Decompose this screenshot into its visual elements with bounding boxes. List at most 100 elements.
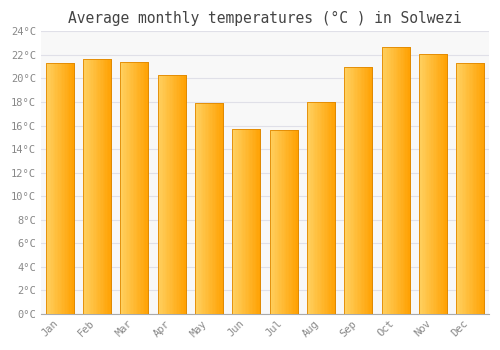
Bar [270,130,297,314]
Bar [83,58,111,314]
Bar [47,63,48,314]
Bar [404,47,406,314]
Bar [183,75,184,314]
Bar [160,75,162,314]
Bar [432,54,433,314]
Bar [476,63,477,314]
Bar [222,103,223,314]
Bar [86,58,87,314]
Bar [126,62,128,314]
Bar [146,62,147,314]
Bar [158,75,186,314]
Bar [232,129,234,314]
Bar [397,47,398,314]
Bar [142,62,144,314]
Bar [110,58,111,314]
Bar [140,62,141,314]
Bar [198,103,199,314]
Bar [276,130,278,314]
Bar [70,63,71,314]
Bar [440,54,442,314]
Bar [124,62,126,314]
Bar [170,75,172,314]
Bar [282,130,284,314]
Bar [311,102,312,314]
Bar [446,54,447,314]
Bar [138,62,140,314]
Bar [56,63,57,314]
Bar [356,67,357,314]
Bar [248,129,249,314]
Bar [101,58,102,314]
Bar [52,63,54,314]
Bar [316,102,318,314]
Bar [482,63,483,314]
Bar [420,54,422,314]
Bar [402,47,404,314]
Bar [424,54,426,314]
Bar [406,47,407,314]
Bar [206,103,208,314]
Bar [408,47,410,314]
Bar [60,63,61,314]
Bar [216,103,218,314]
Bar [136,62,137,314]
Bar [234,129,235,314]
Bar [382,47,409,314]
Bar [456,63,458,314]
Bar [176,75,177,314]
Bar [275,130,276,314]
Bar [163,75,164,314]
Bar [100,58,101,314]
Bar [182,75,183,314]
Bar [92,58,93,314]
Bar [393,47,394,314]
Bar [245,129,246,314]
Bar [94,58,96,314]
Bar [456,63,484,314]
Bar [180,75,182,314]
Bar [328,102,330,314]
Bar [459,63,460,314]
Bar [419,54,447,314]
Bar [220,103,222,314]
Bar [310,102,311,314]
Bar [66,63,68,314]
Bar [137,62,138,314]
Bar [204,103,206,314]
Bar [362,67,364,314]
Bar [407,47,408,314]
Bar [352,67,354,314]
Bar [477,63,478,314]
Bar [364,67,365,314]
Bar [68,63,70,314]
Bar [254,129,256,314]
Bar [438,54,440,314]
Bar [307,102,335,314]
Bar [400,47,401,314]
Bar [72,63,74,314]
Bar [344,67,372,314]
Bar [51,63,52,314]
Bar [212,103,213,314]
Bar [294,130,295,314]
Bar [128,62,130,314]
Bar [134,62,136,314]
Bar [392,47,393,314]
Bar [213,103,214,314]
Bar [144,62,146,314]
Bar [434,54,436,314]
Bar [61,63,62,314]
Bar [132,62,133,314]
Bar [281,130,282,314]
Bar [463,63,464,314]
Bar [444,54,446,314]
Bar [278,130,280,314]
Bar [324,102,325,314]
Bar [478,63,480,314]
Bar [65,63,66,314]
Bar [419,54,420,314]
Bar [358,67,360,314]
Bar [357,67,358,314]
Bar [93,58,94,314]
